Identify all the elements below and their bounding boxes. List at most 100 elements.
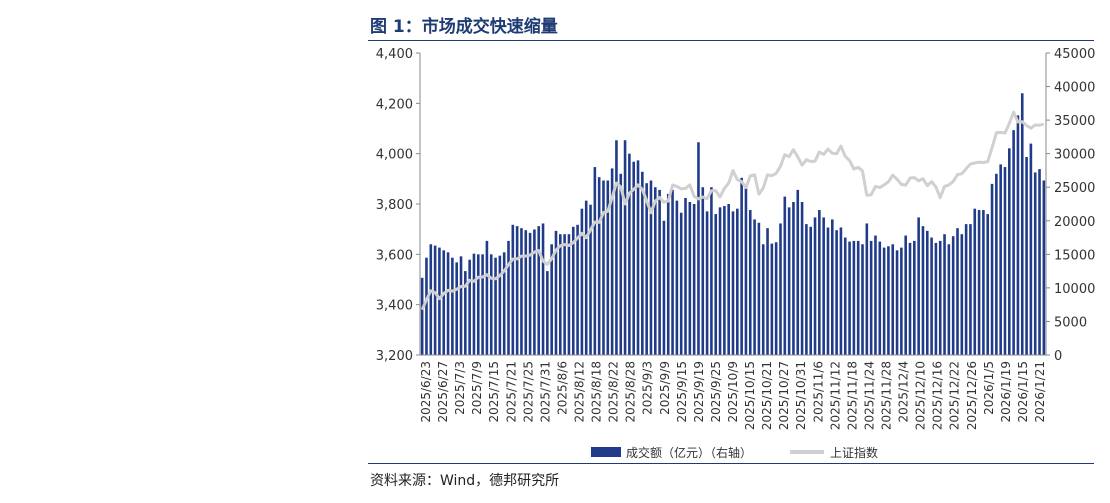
volume-bar — [753, 219, 756, 355]
volume-bar — [878, 241, 882, 355]
x-tick-label: 2025/7/9 — [470, 361, 484, 415]
volume-bar — [671, 189, 674, 355]
volume-bar — [770, 243, 774, 355]
volume-bar — [1029, 143, 1033, 355]
chart-axes: 3,200 3,400 3,600 3,800 4,000 4,200 4,400 0 5000… — [376, 47, 1096, 430]
volume-bar — [999, 164, 1002, 355]
volume-bar — [874, 235, 877, 355]
volume-bar — [1016, 115, 1020, 355]
volume-bar — [731, 211, 735, 355]
left-tick-label: 3,400 — [376, 299, 413, 314]
volume-bar — [822, 217, 825, 355]
right-tick-label: 0 — [1054, 349, 1062, 364]
x-tick-label: 2025/7/3 — [453, 361, 467, 415]
volume-bar — [757, 222, 761, 355]
volume-bar — [800, 201, 804, 355]
volume-bar — [688, 201, 692, 355]
x-tick-label: 2025/10/21 — [760, 361, 774, 430]
volume-bar — [714, 214, 718, 355]
volume-bar — [438, 247, 441, 355]
volume-bar — [744, 185, 748, 355]
x-tick-label: 2025/9/15 — [675, 361, 689, 423]
source-note: 资料来源：Wind，德邦研究所 — [370, 473, 560, 489]
volume-bar — [507, 240, 510, 355]
volume-bar — [908, 242, 912, 355]
x-tick-label: 2025/7/31 — [538, 361, 552, 423]
volume-bar — [515, 226, 519, 355]
x-tick-label: 2025/7/15 — [487, 361, 501, 423]
x-tick-label: 2026/1/5 — [982, 361, 996, 415]
volume-bar — [662, 220, 666, 355]
volume-bar — [580, 208, 584, 355]
right-tick-label: 25000 — [1054, 181, 1095, 196]
volume-bar — [856, 240, 860, 355]
x-tick-label: 2025/8/22 — [607, 361, 621, 423]
volume-bar — [831, 219, 834, 355]
volume-bar — [632, 161, 635, 355]
volume-bar — [619, 173, 623, 355]
volume-bar — [904, 235, 907, 355]
volume-bar — [533, 229, 536, 355]
x-tick-label: 2025/9/25 — [709, 361, 723, 423]
volume-bar — [826, 227, 830, 355]
volume-bar — [567, 234, 571, 355]
volume-bar — [925, 230, 929, 355]
volume-bar — [425, 257, 428, 355]
legend-label-bar: 成交额（亿元）（右轴） — [626, 445, 752, 460]
volume-bar — [882, 247, 886, 355]
x-tick-label: 2025/6/27 — [436, 361, 450, 423]
volume-bar — [761, 244, 765, 355]
volume-bar — [455, 262, 458, 355]
volume-bar — [1042, 180, 1046, 355]
volume-bar — [623, 140, 627, 355]
x-tick-label: 2025/10/27 — [777, 361, 791, 430]
volume-bar — [649, 180, 653, 355]
x-tick-label: 2025/7/21 — [504, 361, 518, 423]
volume-bar — [498, 255, 502, 355]
volume-bar — [520, 228, 523, 355]
volume-bar — [1033, 172, 1037, 355]
right-tick-label: 15000 — [1054, 248, 1095, 263]
right-tick-label: 20000 — [1054, 215, 1095, 230]
volume-bar — [658, 189, 661, 355]
volume-bar — [986, 214, 990, 355]
volume-bar — [736, 208, 739, 355]
left-tick-label: 4,000 — [376, 148, 413, 163]
volume-bar — [571, 226, 575, 355]
volume-bar — [589, 204, 592, 355]
volume-bar — [848, 241, 851, 355]
x-tick-label: 2025/11/28 — [880, 361, 894, 430]
title-divider — [368, 40, 1094, 41]
index-line — [420, 110, 1045, 311]
volume-bar — [464, 271, 467, 355]
right-tick-label: 30000 — [1054, 148, 1095, 163]
volume-bar — [576, 224, 579, 355]
volume-bar — [900, 247, 903, 355]
volume-bar — [550, 244, 553, 355]
volume-bar — [489, 254, 493, 355]
volume-bar — [584, 200, 588, 355]
volume-bar — [766, 228, 769, 355]
right-tick-label: 45000 — [1054, 47, 1095, 62]
volume-bar — [433, 245, 437, 355]
x-tick-label: 2026/1/15 — [1016, 361, 1030, 423]
volume-bar — [964, 224, 968, 355]
volume-bar — [895, 250, 899, 355]
volume-bar — [537, 226, 541, 355]
legend-swatch-bar — [591, 447, 621, 457]
volume-bar — [675, 200, 679, 355]
volume-bar — [796, 189, 800, 355]
x-tick-label: 2025/12/22 — [948, 361, 962, 430]
volume-bar — [805, 224, 808, 355]
figure-title: 图 1：市场成交快速缩量 — [370, 17, 558, 37]
volume-bar — [446, 252, 450, 355]
volume-bar — [852, 240, 856, 355]
volume-bar — [476, 254, 480, 355]
volume-bar — [459, 256, 463, 355]
volume-bar — [861, 244, 864, 355]
volume-bar — [442, 250, 446, 355]
volume-bar — [451, 257, 454, 355]
volume-bar — [524, 230, 528, 355]
volume-bar — [718, 207, 722, 355]
volume-bar — [1038, 169, 1041, 355]
